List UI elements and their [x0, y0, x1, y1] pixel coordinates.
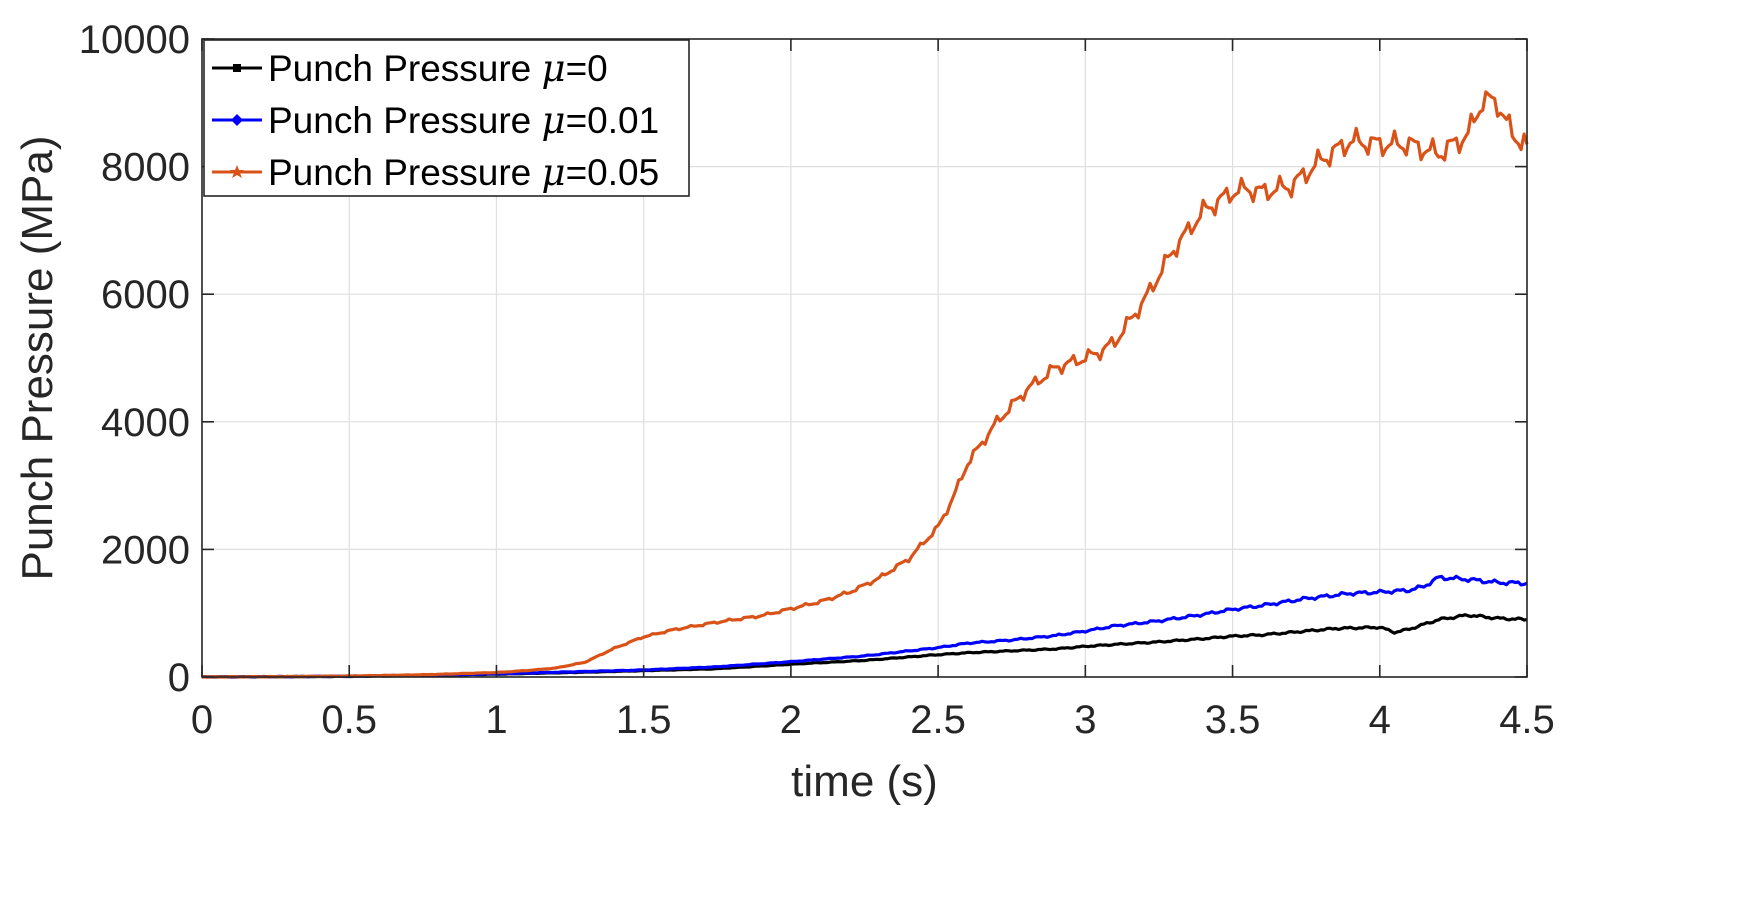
legend-label-mu-0-05: Punch Pressure μ=0.05 [268, 151, 659, 194]
x-tick-labels: 0 0.5 1 1.5 2 2.5 3 3.5 4 4.5 [191, 698, 1555, 742]
legend-label-mu-0: Punch Pressure μ=0 [268, 47, 608, 90]
legend-entry-mu-0-01: Punch Pressure μ=0.01 [212, 99, 659, 142]
x-tick-label: 1.5 [616, 698, 672, 742]
x-tick-label: 4 [1369, 698, 1391, 742]
x-tick-label: 2 [780, 698, 802, 742]
legend-label-mu-0-01-symbol: μ [542, 99, 566, 142]
series-layer [201, 90, 1529, 679]
y-tick-label: 8000 [101, 146, 190, 190]
legend-label-mu-0-01: Punch Pressure μ=0.01 [268, 99, 659, 142]
legend-box [203, 39, 690, 197]
x-tick-label: 2.5 [910, 698, 966, 742]
legend-label-mu-0-05-prefix: Punch Pressure [268, 152, 542, 193]
plot-frame [201, 38, 1528, 678]
y-tick-label: 6000 [101, 273, 190, 317]
legend-marker-mu-0 [233, 64, 241, 72]
y-tick-label: 2000 [101, 528, 190, 572]
legend-label-mu-0-symbol: μ [542, 47, 566, 90]
y-tick-label: 4000 [101, 401, 190, 445]
legend-marker-mu-0-01 [231, 114, 243, 126]
x-tick-label: 0.5 [321, 698, 377, 742]
y-tick-labels: 0 2000 4000 6000 8000 10000 [79, 18, 190, 700]
y-tick-label: 0 [168, 656, 190, 700]
x-tick-label: 4.5 [1499, 698, 1555, 742]
legend-entry-mu-0-05: Punch Pressure μ=0.05 [212, 151, 659, 194]
legend-label-mu-0-01-value: =0.01 [566, 100, 660, 141]
x-axis-label: time (s) [791, 757, 938, 806]
legend-entry-mu-0: Punch Pressure μ=0 [212, 47, 608, 90]
x-tick-label: 3 [1074, 698, 1096, 742]
series-line-mu-0-05 [201, 90, 1529, 679]
legend-label-mu-0-05-symbol: μ [542, 151, 566, 194]
legend-marker-mu-0-05 [230, 165, 244, 178]
y-axis-label: Punch Pressure (MPa) [13, 135, 62, 580]
x-tick-label: 3.5 [1205, 698, 1261, 742]
legend-label-mu-0-05-value: =0.05 [566, 152, 660, 193]
y-tick-label: 10000 [79, 18, 190, 62]
legend-label-mu-0-value: =0 [566, 48, 608, 89]
x-tick-label: 0 [191, 698, 213, 742]
legend-label-mu-0-01-prefix: Punch Pressure [268, 100, 542, 141]
x-tick-label: 1 [485, 698, 507, 742]
legend: Punch Pressure μ=0 Punch Pressure μ=0.01… [203, 39, 690, 197]
legend-label-mu-0-prefix: Punch Pressure [268, 48, 542, 89]
